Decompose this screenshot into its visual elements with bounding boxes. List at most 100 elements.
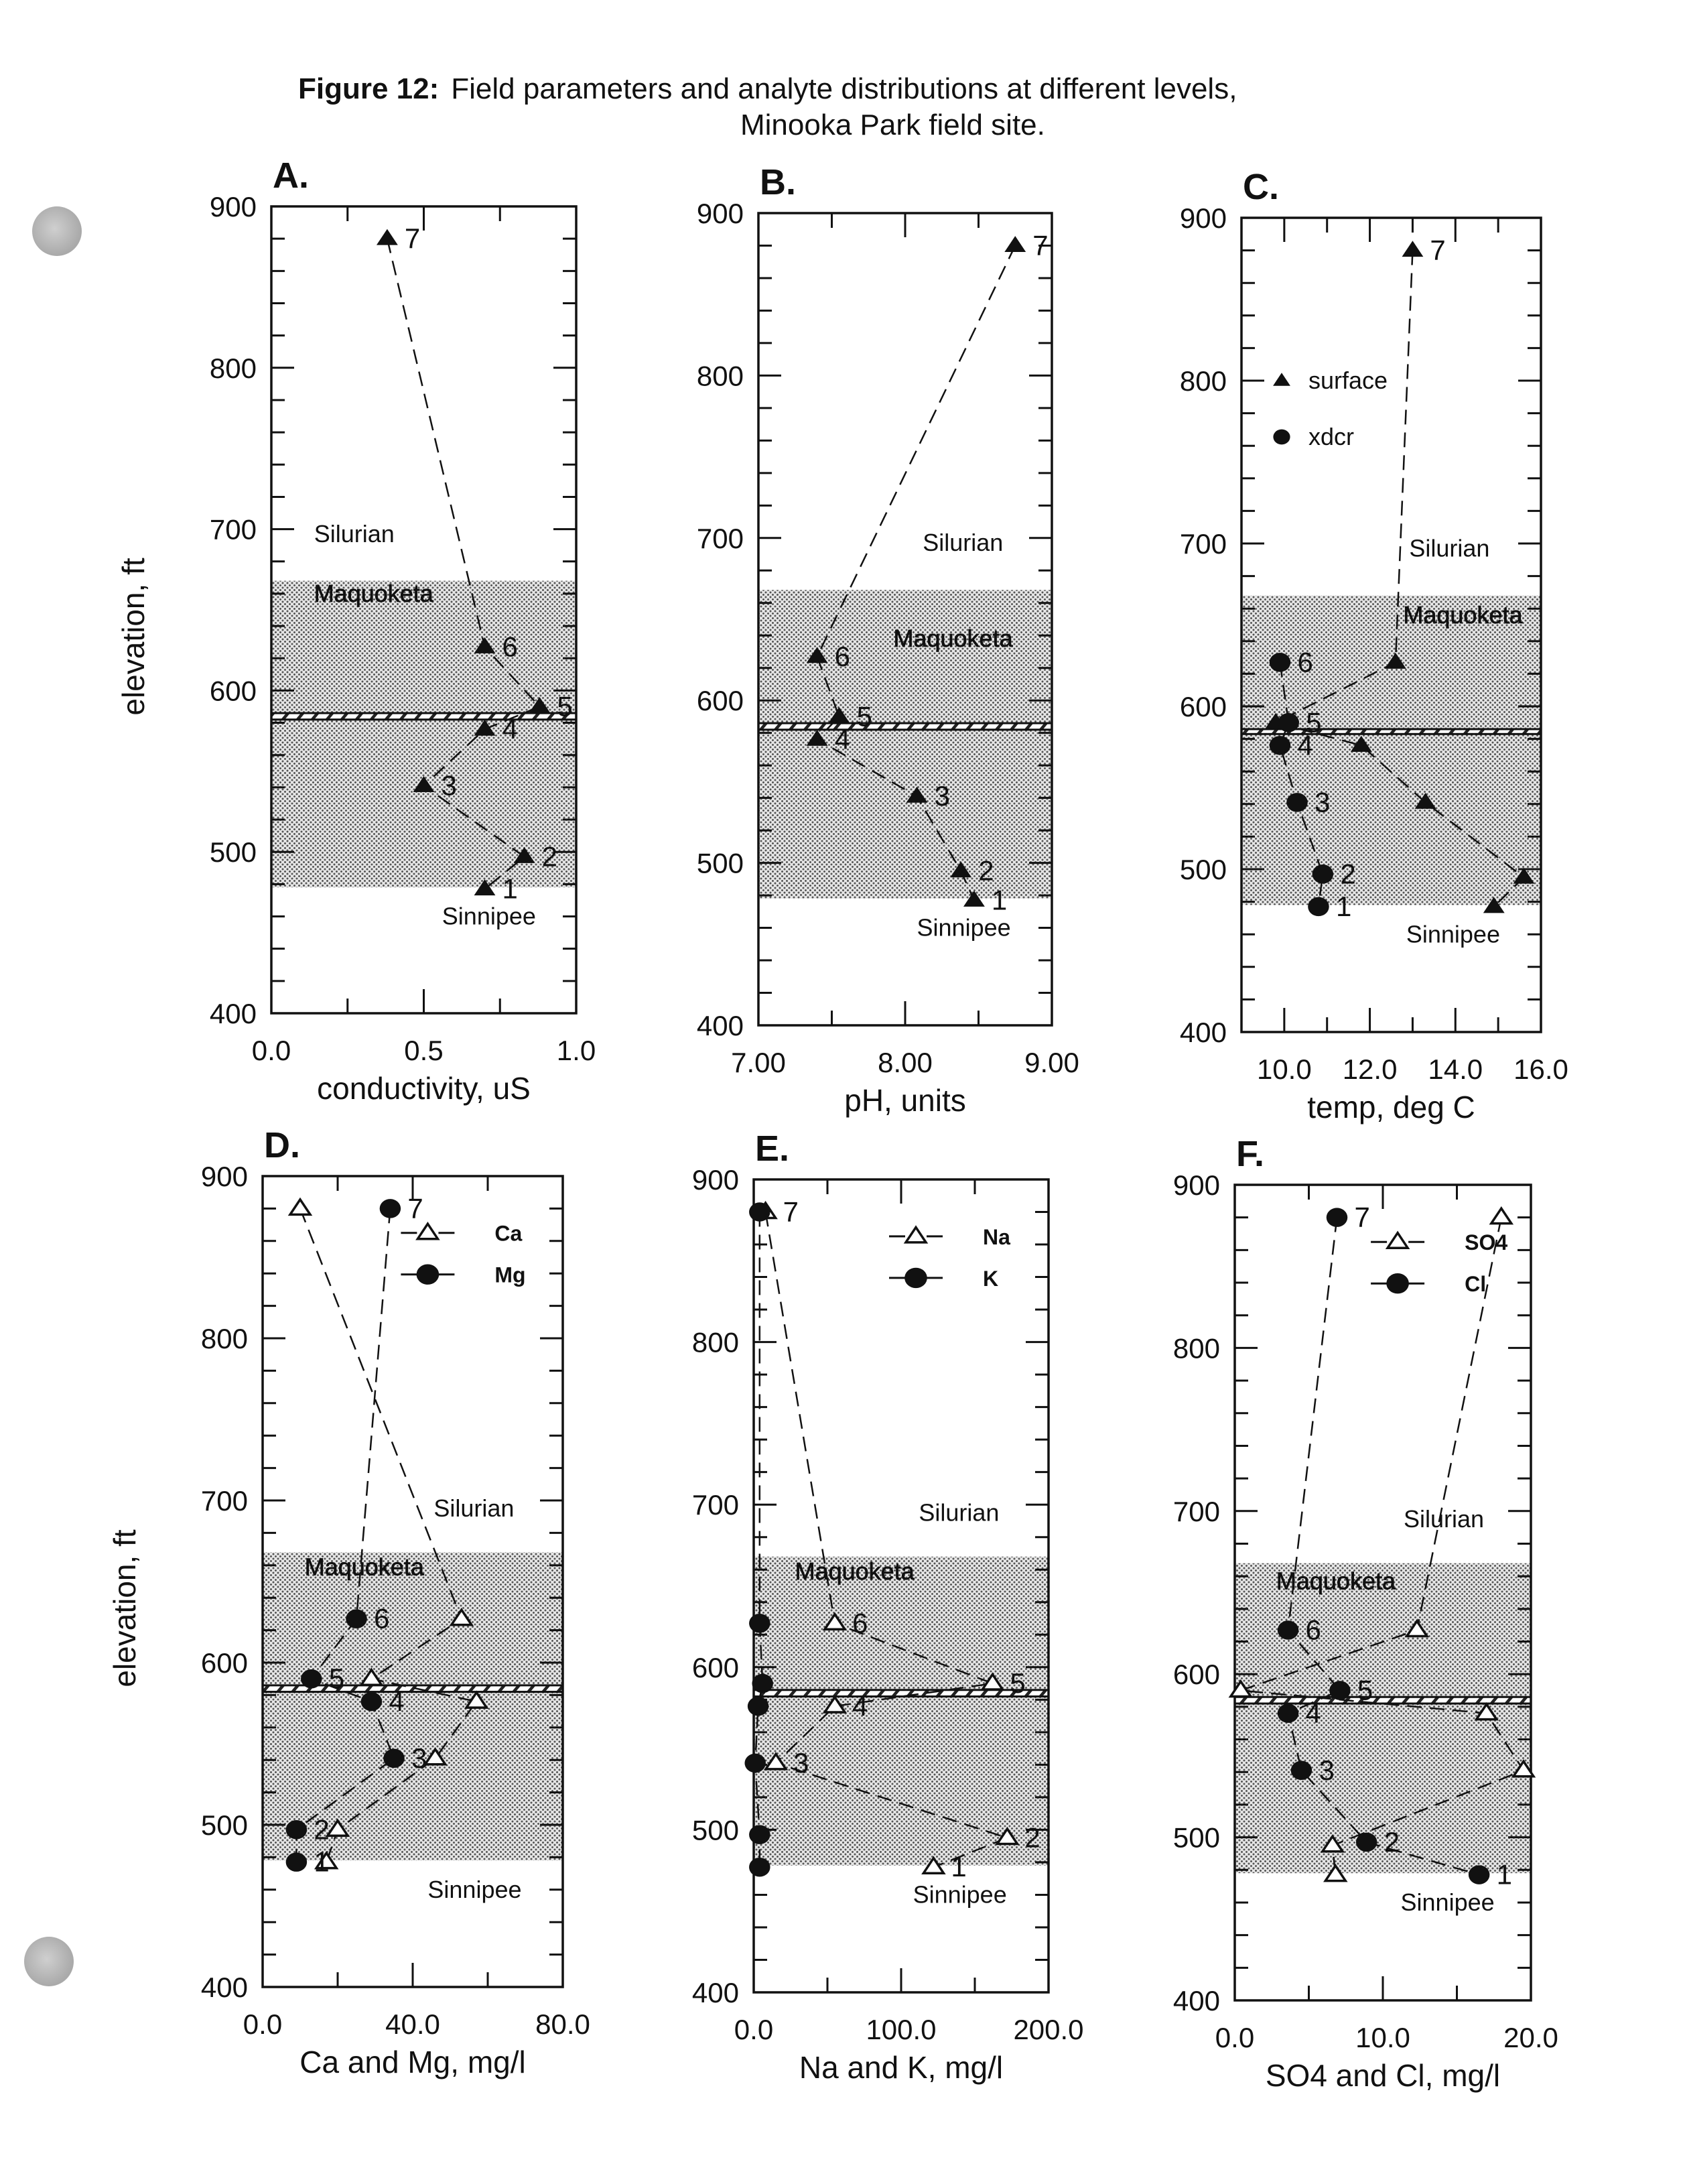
y-tick-label: 400 (1180, 1017, 1227, 1048)
data-point-mg (285, 1820, 308, 1840)
panel-letter: E. (755, 1129, 789, 1169)
point-label: 3 (935, 780, 950, 812)
unit-label-silurian: Silurian (1409, 534, 1489, 562)
x-axis-label: conductivity, uS (317, 1071, 531, 1106)
data-point-cl (1468, 1865, 1490, 1884)
panel-letter: A. (273, 155, 309, 196)
data-point-surface (806, 729, 828, 746)
data-point-mg (379, 1199, 401, 1218)
maquoketa-shaded-zone (263, 1552, 563, 1861)
data-point-ca (314, 1851, 339, 1870)
legend-label: Mg (494, 1263, 525, 1287)
y-tick-label: 700 (697, 523, 744, 554)
y-tick-label: 500 (697, 848, 744, 879)
data-point-mg (301, 1669, 322, 1689)
point-label: 2 (314, 1813, 329, 1845)
legend-label: surface (1308, 367, 1388, 394)
x-tick-label: 7.00 (731, 1047, 786, 1078)
unit-label-maquoketa: Maquoketa (1403, 601, 1523, 629)
data-point-xdcr (1312, 864, 1334, 884)
y-tick-label: 900 (1180, 202, 1227, 234)
unit-label-sinnipee: Sinnipee (442, 903, 536, 930)
unit-label-maquoketa: Maquoketa (795, 1557, 915, 1585)
data-point-so4 (1474, 1701, 1499, 1721)
legend-label: SO4 (1465, 1230, 1507, 1255)
point-label: 1 (314, 1846, 329, 1878)
y-tick-label: 600 (210, 675, 257, 706)
maquoketa-shaded-zone (1241, 595, 1541, 905)
x-tick-label: 40.0 (385, 2008, 440, 2040)
data-point-so4 (1323, 1863, 1348, 1882)
point-label: 4 (852, 1690, 868, 1722)
data-point-surface (413, 776, 435, 792)
panel-letter: C. (1243, 167, 1279, 207)
point-label: 2 (978, 855, 994, 887)
legend-marker-so4 (1385, 1230, 1410, 1249)
point-label: 6 (502, 631, 518, 662)
x-tick-label: 0.5 (404, 1035, 443, 1066)
point-label: 6 (1306, 1614, 1321, 1645)
data-point-ca (359, 1667, 384, 1686)
y-tick-label: 800 (210, 352, 257, 384)
point-label: 1 (992, 884, 1007, 915)
y-tick-label: 900 (692, 1164, 739, 1196)
point-label: 4 (389, 1685, 404, 1717)
data-point-mg (285, 1852, 308, 1872)
y-tick-label: 800 (692, 1327, 739, 1358)
data-point-ca (423, 1747, 448, 1766)
punch-hole (24, 1937, 74, 1986)
point-label: 7 (405, 222, 420, 254)
data-point-k (749, 1857, 770, 1877)
x-tick-label: 12.0 (1343, 1053, 1398, 1085)
point-label: 7 (1032, 229, 1048, 261)
data-point-mg (346, 1609, 367, 1628)
data-point-surface (828, 707, 850, 723)
y-tick-label: 900 (210, 191, 257, 222)
point-label: 4 (1306, 1697, 1321, 1729)
data-point-xdcr (1278, 713, 1299, 732)
legend-marker-ca (415, 1222, 440, 1240)
data-point-surface (906, 786, 928, 803)
y-tick-label: 900 (697, 198, 744, 229)
legend-label: K (983, 1267, 998, 1291)
data-point-ca (325, 1818, 350, 1838)
y-tick-label: 700 (210, 514, 257, 545)
data-point-na (995, 1826, 1020, 1846)
legend-marker-cl (1386, 1273, 1409, 1294)
panel-b: 400 500 600 700 800 900 7.00 8.00 9.00 pH, units B… (697, 162, 1079, 1118)
data-point-cl (1290, 1760, 1312, 1781)
data-point-na (763, 1752, 789, 1771)
data-point-surface (1414, 792, 1436, 809)
point-label: 1 (1336, 891, 1351, 922)
data-point-cl (1326, 1208, 1348, 1227)
point-label: 3 (442, 769, 457, 801)
data-point-mg (360, 1691, 383, 1712)
data-point-surface (474, 637, 496, 653)
panel-a: 400 500 600 700 800 900 0.0 0.5 1.0 conductivity,… (116, 155, 596, 1106)
x-tick-label: 9.00 (1024, 1047, 1079, 1078)
point-label: 2 (1384, 1826, 1400, 1858)
x-axis-label: Ca and Mg, mg/l (299, 2045, 525, 2079)
y-tick-label: 500 (1173, 1822, 1220, 1854)
point-label: 7 (1354, 1202, 1369, 1233)
data-point-xdcr (1308, 897, 1329, 917)
y-axis-label: elevation, ft (107, 1529, 142, 1687)
unit-label-sinnipee: Sinnipee (913, 1881, 1007, 1909)
data-point-ca (449, 1608, 474, 1626)
maquoketa-shaded-zone (754, 1556, 1049, 1866)
data-point-so4 (1228, 1679, 1254, 1698)
y-tick-label: 400 (1173, 1985, 1220, 2016)
unit-label-silurian: Silurian (433, 1494, 514, 1522)
maquoketa-shaded-zone (758, 590, 1052, 899)
point-label: 3 (793, 1747, 809, 1779)
hatched-interval-band (270, 712, 578, 721)
data-point-na (980, 1672, 1005, 1691)
figure-subtitle: Minooka Park field site. (740, 109, 1045, 141)
unit-label-sinnipee: Sinnipee (1401, 1888, 1495, 1916)
data-point-surface (474, 719, 496, 736)
unit-label-maquoketa: Maquoketa (305, 1553, 425, 1580)
data-point-cl (1329, 1681, 1351, 1700)
y-tick-label: 400 (697, 1010, 744, 1041)
x-tick-label: 0.0 (252, 1035, 291, 1066)
punch-hole (32, 206, 82, 256)
